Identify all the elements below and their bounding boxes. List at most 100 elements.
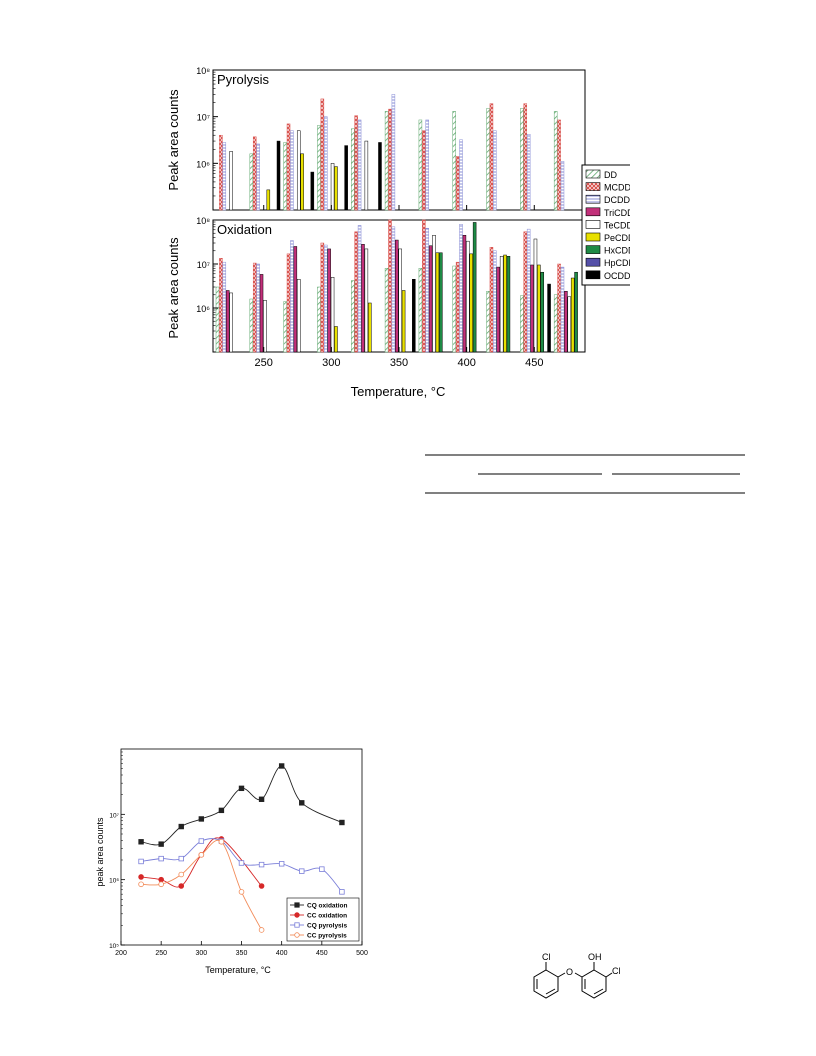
legend-swatch-dd <box>585 169 601 179</box>
figure2-x-tick-label: 450 <box>316 950 328 957</box>
bar-oxidation-pecdd-325 <box>368 302 372 353</box>
x-tick-label: 450 <box>525 357 543 369</box>
bar-pyrolysis-tecdd-275 <box>296 130 301 211</box>
bar-oxidation-tricdd-300 <box>327 248 331 353</box>
legend-label-cc-pyrolysis: CC pyrolysis <box>307 933 347 940</box>
bar-oxidation-dd-375 <box>418 268 423 353</box>
bar-oxidation-mcdd-375 <box>422 219 426 353</box>
label-ether-o: O <box>566 967 573 977</box>
bar-oxidation-hxcdd-450 <box>540 271 545 353</box>
bar-oxidation-tricdd-350 <box>395 239 399 353</box>
y-tick-label: 10⁸ <box>196 66 210 76</box>
point-cq-pyrolysis <box>198 838 205 844</box>
bar-oxidation-pecdd-300 <box>334 326 338 353</box>
bar-oxidation-tricdd-450 <box>530 264 534 353</box>
bond-right-cl <box>605 972 613 978</box>
figure2-x-tick-label: 400 <box>276 950 288 957</box>
bond-ether-left <box>557 972 566 978</box>
pcdd-bar-figure: 10⁶ 10⁷ 10⁸ 10⁶ 10⁷ 10⁸ 250 300 350 400 450 Peak a… <box>166 66 630 399</box>
legend-swatch-ocdd <box>585 270 601 280</box>
bar-oxidation-dd-475 <box>553 294 558 353</box>
bar-pyrolysis-tecdd-225 <box>229 151 233 211</box>
bar-pyrolysis-dd-425 <box>486 108 490 211</box>
figure1-ylabel-bottom: Peak area counts <box>166 237 181 339</box>
bar-oxidation-hxcdd-375 <box>439 252 443 353</box>
point-cc-pyrolysis <box>218 838 225 845</box>
bar-oxidation-dd-450 <box>520 295 524 353</box>
y-tick-label: 10⁷ <box>197 260 210 270</box>
figure2-x-tick-label: 350 <box>236 950 248 957</box>
bar-pyrolysis-dd-450 <box>520 108 524 211</box>
legend-label-cq-pyrolysis: CQ pyrolysis <box>307 923 347 930</box>
bar-oxidation-pecdd-475 <box>570 277 575 353</box>
bar-oxidation-dcdd-400 <box>459 224 463 353</box>
figure2-y-tick-label: 10⁷ <box>109 812 119 819</box>
figure2-x-tick-label: 300 <box>195 950 207 957</box>
legend-marker-cq-pyrolysis <box>294 922 300 928</box>
bar-oxidation-tecdd-450 <box>533 238 538 353</box>
legend-label-hxcdd: HxCDD <box>604 246 630 256</box>
bar-oxidation-mcdd-275 <box>286 253 291 353</box>
bar-pyrolysis-mcdd-250 <box>252 136 257 211</box>
bar-oxidation-hxcdd-425 <box>506 256 511 353</box>
legend-label-hpcdd: HpCDD <box>604 258 630 268</box>
bar-oxidation-tricdd-275 <box>293 246 298 353</box>
bar-oxidation-tricdd-425 <box>496 266 500 353</box>
point-cc-pyrolysis <box>198 852 205 858</box>
legend-swatch-pecdd <box>585 232 601 242</box>
bar-pyrolysis-mcdd-450 <box>523 103 528 211</box>
bar-pyrolysis-tecdd-325 <box>364 140 369 211</box>
legend-label-dcdd: DCDD <box>604 195 630 205</box>
figure1-panel-title-oxidation: Oxidation <box>217 222 272 237</box>
point-cq-oxidation <box>258 796 265 802</box>
bar-oxidation-mcdd-350 <box>388 219 392 353</box>
bar-pyrolysis-mcdd-400 <box>455 156 460 211</box>
figure2-legend: CQ oxidation CC oxidation CQ pyrolysis CC p… <box>286 897 360 942</box>
bar-pyrolysis-dcdd-425 <box>493 130 497 211</box>
y-tick-label: 10⁶ <box>196 304 210 314</box>
bar-oxidation-hxcdd-400 <box>472 222 477 353</box>
bar-pyrolysis-pecdd-275 <box>300 153 304 211</box>
x-tick-label: 250 <box>255 357 273 369</box>
legend-swatch-mcdd <box>585 182 601 191</box>
bar-pyrolysis-dcdd-225 <box>222 142 227 211</box>
bar-oxidation-tecdd-325 <box>364 248 369 353</box>
legend-swatch-hxcdd <box>585 245 601 254</box>
bar-oxidation-tecdd-300 <box>330 276 335 353</box>
bar-oxidation-dcdd-450 <box>526 228 531 353</box>
bar-oxidation-dcdd-300 <box>324 244 328 353</box>
point-cc-pyrolysis <box>238 889 245 895</box>
point-cq-pyrolysis <box>339 889 345 895</box>
label-oh: OH <box>588 952 602 962</box>
figure2-x-tick-label: 250 <box>155 950 167 957</box>
legend-label-cc-oxidation: CC oxidation <box>307 913 347 920</box>
legend-label-ocdd: OCDD <box>604 271 630 281</box>
curve-cq-oxidation <box>141 765 343 846</box>
point-cc-pyrolysis <box>138 881 144 888</box>
bar-pyrolysis-dcdd-325 <box>357 119 362 211</box>
bar-oxidation-dd-275 <box>283 301 287 353</box>
bar-pyrolysis-dd-325 <box>351 128 355 211</box>
bar-oxidation-mcdd-325 <box>354 231 358 353</box>
point-cc-pyrolysis <box>258 927 265 933</box>
bar-pyrolysis-dcdd-400 <box>459 139 463 211</box>
legend-swatch-hpcdd <box>585 257 601 267</box>
table-rules <box>425 454 745 494</box>
bar-oxidation-pecdd-375 <box>435 252 440 353</box>
point-cq-oxidation <box>339 819 345 826</box>
point-cq-oxidation <box>238 785 245 792</box>
legend-label-mcdd: MCDD <box>604 183 630 193</box>
bar-oxidation-tecdd-350 <box>398 248 402 353</box>
point-cq-pyrolysis <box>238 860 245 866</box>
legend-label-tecdd: TeCDD <box>604 220 630 230</box>
bar-pyrolysis-dd-375 <box>418 119 423 211</box>
bar-pyrolysis-dcdd-375 <box>425 119 429 211</box>
legend-label-pecdd: PeCDD <box>604 233 630 243</box>
bond-ether-right <box>574 972 583 978</box>
point-cc-oxidation <box>258 883 265 889</box>
label-cl-right: Cl <box>612 966 621 976</box>
legend-marker-cc-oxidation <box>294 912 300 918</box>
bar-pyrolysis-dcdd-275 <box>290 130 294 211</box>
bar-pyrolysis-ocdd-275 <box>310 171 315 211</box>
bar-pyrolysis-dcdd-475 <box>560 161 565 211</box>
